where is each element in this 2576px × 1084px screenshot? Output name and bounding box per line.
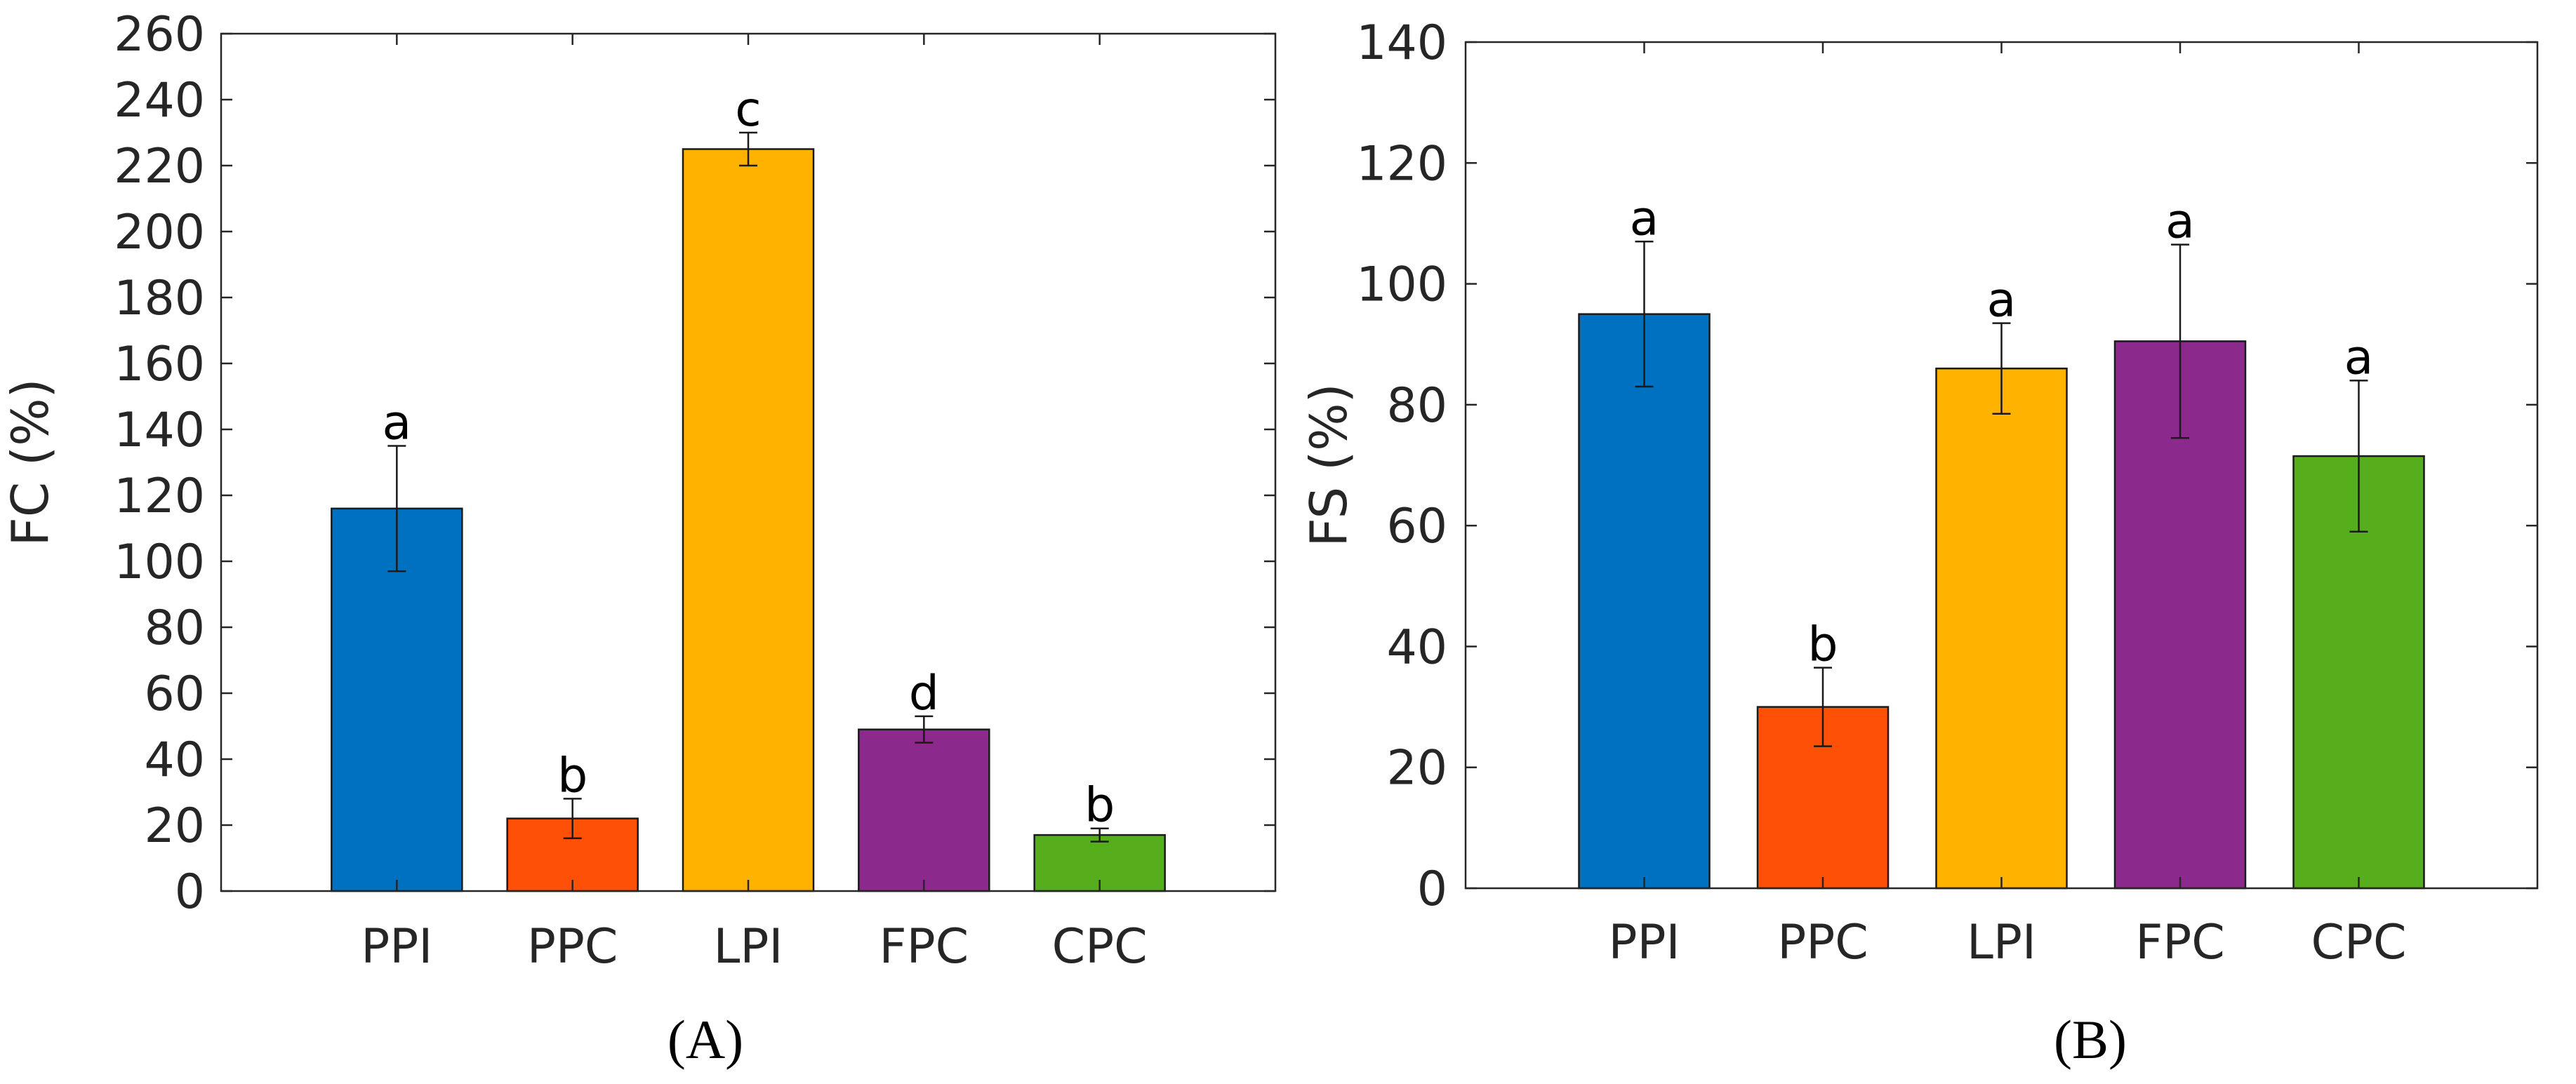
panel-b-category-label: CPC (2311, 915, 2407, 970)
panel-b-category-label: PPI (1608, 915, 1680, 970)
panel-b-ylabel: FS (%) (1299, 383, 1358, 547)
panel-a-ytick-label: 20 (144, 798, 205, 854)
panel-a-bar-ppi (331, 507, 463, 892)
panel-a-ytick-label: 200 (114, 205, 205, 260)
panel-a-category-label: LPI (714, 919, 783, 975)
panel-b-chart: a PPI b PPC a LPI a FPC a CPC 0 20 40 60 80 100 120 140 FS… (1299, 15, 2539, 970)
panel-a-ytick-label: 60 (144, 667, 205, 722)
panel-b-ytick-label: 40 (1386, 620, 1447, 675)
panel-b-ytick-label: 100 (1356, 257, 1447, 313)
panel-a-ytick-label: 80 (144, 601, 205, 656)
panel-a-ytick-label: 120 (114, 469, 205, 524)
panel-a-ytick-label: 100 (114, 535, 205, 590)
panel-b-ytick-label: 140 (1356, 15, 1447, 71)
panel-b-category-label: FPC (2135, 915, 2225, 970)
panel-b-significance-letter: a (2165, 194, 2195, 250)
panel-b-ytick-label: 80 (1386, 378, 1447, 434)
panel-a-significance-letter: a (382, 396, 411, 451)
panel-a-category-label: FPC (879, 919, 969, 975)
panel-b-label: (B) (2054, 1009, 2127, 1070)
panel-a-ytick-label: 140 (114, 403, 205, 458)
panel-b-ytick-label: 60 (1386, 499, 1447, 554)
panel-b-ytick-label: 20 (1386, 741, 1447, 796)
panel-a-ytick-label: 240 (114, 73, 205, 128)
panel-b-category-label: LPI (1967, 915, 2036, 970)
panel-b-significance-letter: a (1987, 273, 2017, 328)
panel-a-chart: a PPI b PPC c LPI d FPC b CPC 0 20 40 60 80 100 120 140 16… (1, 7, 1277, 975)
panel-a-ytick-label: 160 (114, 337, 205, 392)
panel-a-bar-lpi (682, 148, 815, 892)
panel-a-ytick-label: 180 (114, 271, 205, 326)
panel-a-ytick-label: 0 (175, 864, 205, 920)
panel-a-category-label: PPI (361, 919, 432, 975)
panel-b-ytick-label: 120 (1356, 136, 1447, 192)
panel-a-significance-letter: d (909, 666, 939, 721)
panel-a-significance-letter: b (1084, 778, 1115, 834)
panel-a-label: (A) (668, 1009, 743, 1070)
panel-a-ytick-label: 220 (114, 139, 205, 194)
panel-a-significance-letter: b (557, 748, 587, 803)
panel-b-significance-letter: b (1807, 617, 1838, 673)
panel-b-bar-lpi (1935, 367, 2068, 890)
panel-b-category-label: PPC (1777, 915, 1868, 970)
panel-a-category-label: CPC (1052, 919, 1148, 975)
panel-a-ytick-label: 40 (144, 732, 205, 788)
panel-b-bar-ppi (1578, 313, 1711, 890)
panel-a-category-label: PPC (527, 919, 618, 975)
panel-b-significance-letter: a (1630, 191, 1659, 246)
panel-b-significance-letter: a (2344, 330, 2374, 385)
panel-b-ytick-label: 0 (1417, 862, 1447, 917)
panel-a-bar-fpc (858, 728, 990, 892)
panel-a-ytick-label: 260 (114, 7, 205, 62)
panel-a-significance-letter: c (735, 82, 761, 138)
panel-a-ylabel: FC (%) (1, 378, 60, 546)
